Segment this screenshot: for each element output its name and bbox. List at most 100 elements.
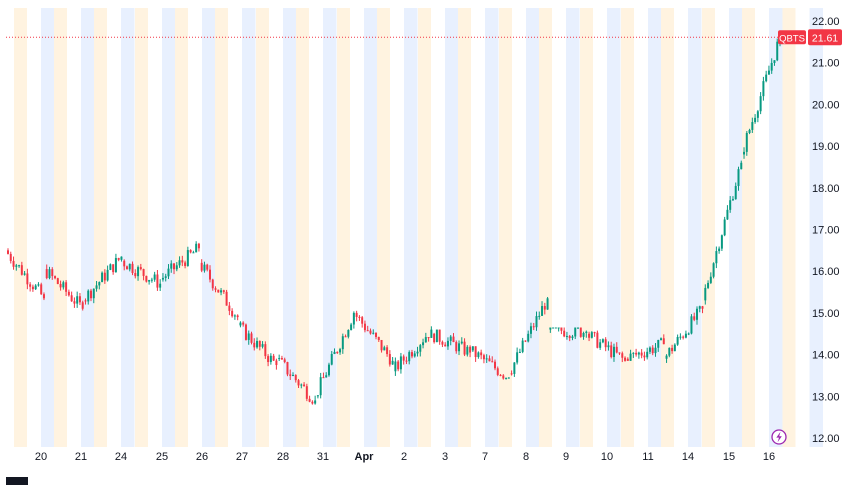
candle — [76, 291, 79, 308]
y-tick-label: 22.00 — [812, 16, 840, 28]
candle — [164, 273, 167, 282]
candle — [554, 327, 557, 329]
candle — [618, 352, 621, 355]
candle — [405, 356, 408, 365]
candle — [247, 330, 250, 345]
candle — [184, 260, 187, 269]
premarket-band — [94, 8, 107, 447]
candle — [228, 301, 231, 316]
premarket-band — [782, 8, 796, 447]
candle — [101, 271, 104, 283]
candle — [92, 288, 95, 304]
x-tick-label: 9 — [563, 451, 569, 463]
x-tick-label: 26 — [196, 451, 208, 463]
candle — [535, 311, 538, 331]
postmarket-band — [566, 8, 580, 447]
candle — [34, 284, 37, 290]
candle — [339, 347, 342, 355]
candle — [701, 305, 704, 314]
candle — [438, 329, 441, 345]
candle — [607, 341, 610, 351]
price-axis: 12.00 13.00 14.00 15.00 16.00 17.00 18.00 19.00… — [812, 16, 840, 445]
candle — [601, 338, 604, 344]
candle — [563, 327, 566, 338]
lightning-icon[interactable] — [771, 429, 787, 445]
candle — [244, 323, 247, 341]
candle — [137, 265, 140, 281]
candle — [582, 331, 585, 340]
candle — [267, 354, 270, 367]
candle — [574, 327, 577, 340]
candle — [347, 329, 350, 339]
candle — [729, 196, 732, 213]
x-tick-label: 7 — [482, 451, 488, 463]
candle — [527, 330, 530, 343]
x-tick-label: 20 — [35, 451, 47, 463]
candle — [375, 332, 378, 340]
candle — [125, 265, 128, 270]
candle — [18, 264, 21, 268]
candle — [109, 263, 112, 271]
candle — [538, 311, 541, 320]
y-tick-label: 12.00 — [812, 433, 840, 445]
candle — [474, 346, 477, 362]
candle — [336, 351, 339, 354]
candle — [635, 348, 638, 357]
y-tick-label: 15.00 — [812, 308, 840, 320]
y-tick-label: 14.00 — [812, 350, 840, 362]
x-tick-label: 27 — [236, 451, 248, 463]
candle — [106, 265, 109, 282]
y-tick-label: 21.00 — [812, 58, 840, 70]
candle — [264, 341, 267, 359]
symbol-badge — [778, 30, 806, 45]
session-bands — [14, 8, 823, 447]
candle — [330, 351, 333, 366]
candle — [668, 347, 671, 358]
x-tick-label: 24 — [115, 451, 127, 463]
candle — [712, 262, 715, 279]
candle — [734, 182, 737, 200]
postmarket-band — [688, 8, 702, 447]
candle — [698, 305, 701, 313]
candle — [208, 265, 211, 283]
candle — [256, 337, 259, 349]
premarket-band — [621, 8, 634, 447]
candle — [391, 357, 394, 365]
candle — [156, 270, 159, 291]
candle — [325, 372, 328, 378]
candle — [70, 291, 73, 302]
candle — [419, 343, 422, 357]
candle — [65, 280, 68, 297]
candle — [518, 348, 521, 354]
candle — [626, 357, 629, 361]
y-tick-label: 18.00 — [812, 183, 840, 195]
candle — [629, 349, 632, 361]
candle — [236, 314, 239, 321]
candle — [557, 327, 560, 332]
candle — [272, 353, 275, 362]
candle — [482, 353, 485, 364]
postmarket-band — [769, 8, 783, 447]
candle — [42, 292, 45, 301]
candle — [480, 349, 483, 360]
tradingview-logo — [6, 474, 32, 485]
candle — [139, 263, 142, 271]
candle — [621, 351, 624, 363]
premarket-band — [702, 8, 715, 447]
candle — [261, 341, 264, 349]
candle — [225, 289, 228, 306]
candle — [181, 255, 184, 267]
x-tick-label: 10 — [601, 451, 613, 463]
symbol-price-badge: QBTS 21.61 — [778, 29, 842, 46]
candle — [150, 277, 153, 283]
candle — [48, 266, 51, 280]
postmarket-band — [404, 8, 418, 447]
candle — [577, 327, 580, 329]
candle — [657, 339, 660, 352]
candle — [197, 242, 200, 252]
candle — [286, 361, 289, 377]
candle — [366, 325, 369, 332]
candle — [441, 340, 444, 348]
